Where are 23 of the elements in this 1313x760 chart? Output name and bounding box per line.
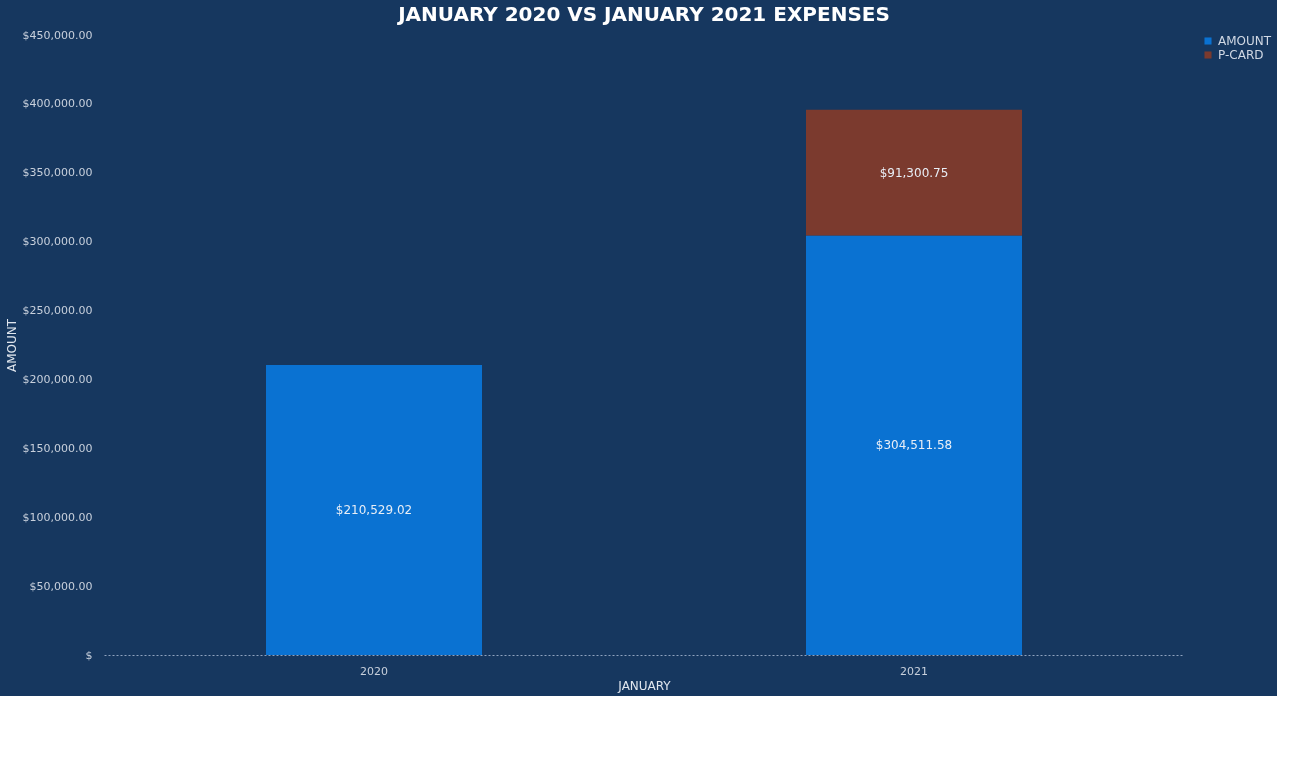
y-tick-label: $ <box>85 648 93 662</box>
y-axis-title: AMOUNT <box>4 318 19 373</box>
y-tick-label: $200,000.00 <box>22 372 93 386</box>
legend-label: P-CARD <box>1218 48 1264 62</box>
x-axis-title: JANUARY <box>617 678 672 693</box>
data-label: $210,529.02 <box>335 502 413 517</box>
bar <box>806 109 1022 236</box>
x-tick-label: 2020 <box>360 664 388 678</box>
data-label: $91,300.75 <box>879 165 949 180</box>
data-label: $304,511.58 <box>875 438 953 453</box>
y-tick-label: $150,000.00 <box>22 441 93 455</box>
y-tick-label: $250,000.00 <box>22 304 93 318</box>
y-tick-label: $350,000.00 <box>22 166 93 180</box>
y-tick-label: $300,000.00 <box>22 235 93 249</box>
legend-label: AMOUNT <box>1218 34 1272 48</box>
x-tick-label: 2021 <box>900 664 928 678</box>
bar <box>806 235 1022 655</box>
y-tick-label: $450,000.00 <box>22 28 93 42</box>
y-tick-label: $50,000.00 <box>29 579 93 593</box>
chart-title: JANUARY 2020 VS JANUARY 2021 EXPENSES <box>396 2 890 26</box>
y-tick-label: $400,000.00 <box>22 97 93 111</box>
bar <box>266 364 482 655</box>
y-tick-label: $100,000.00 <box>22 510 93 524</box>
